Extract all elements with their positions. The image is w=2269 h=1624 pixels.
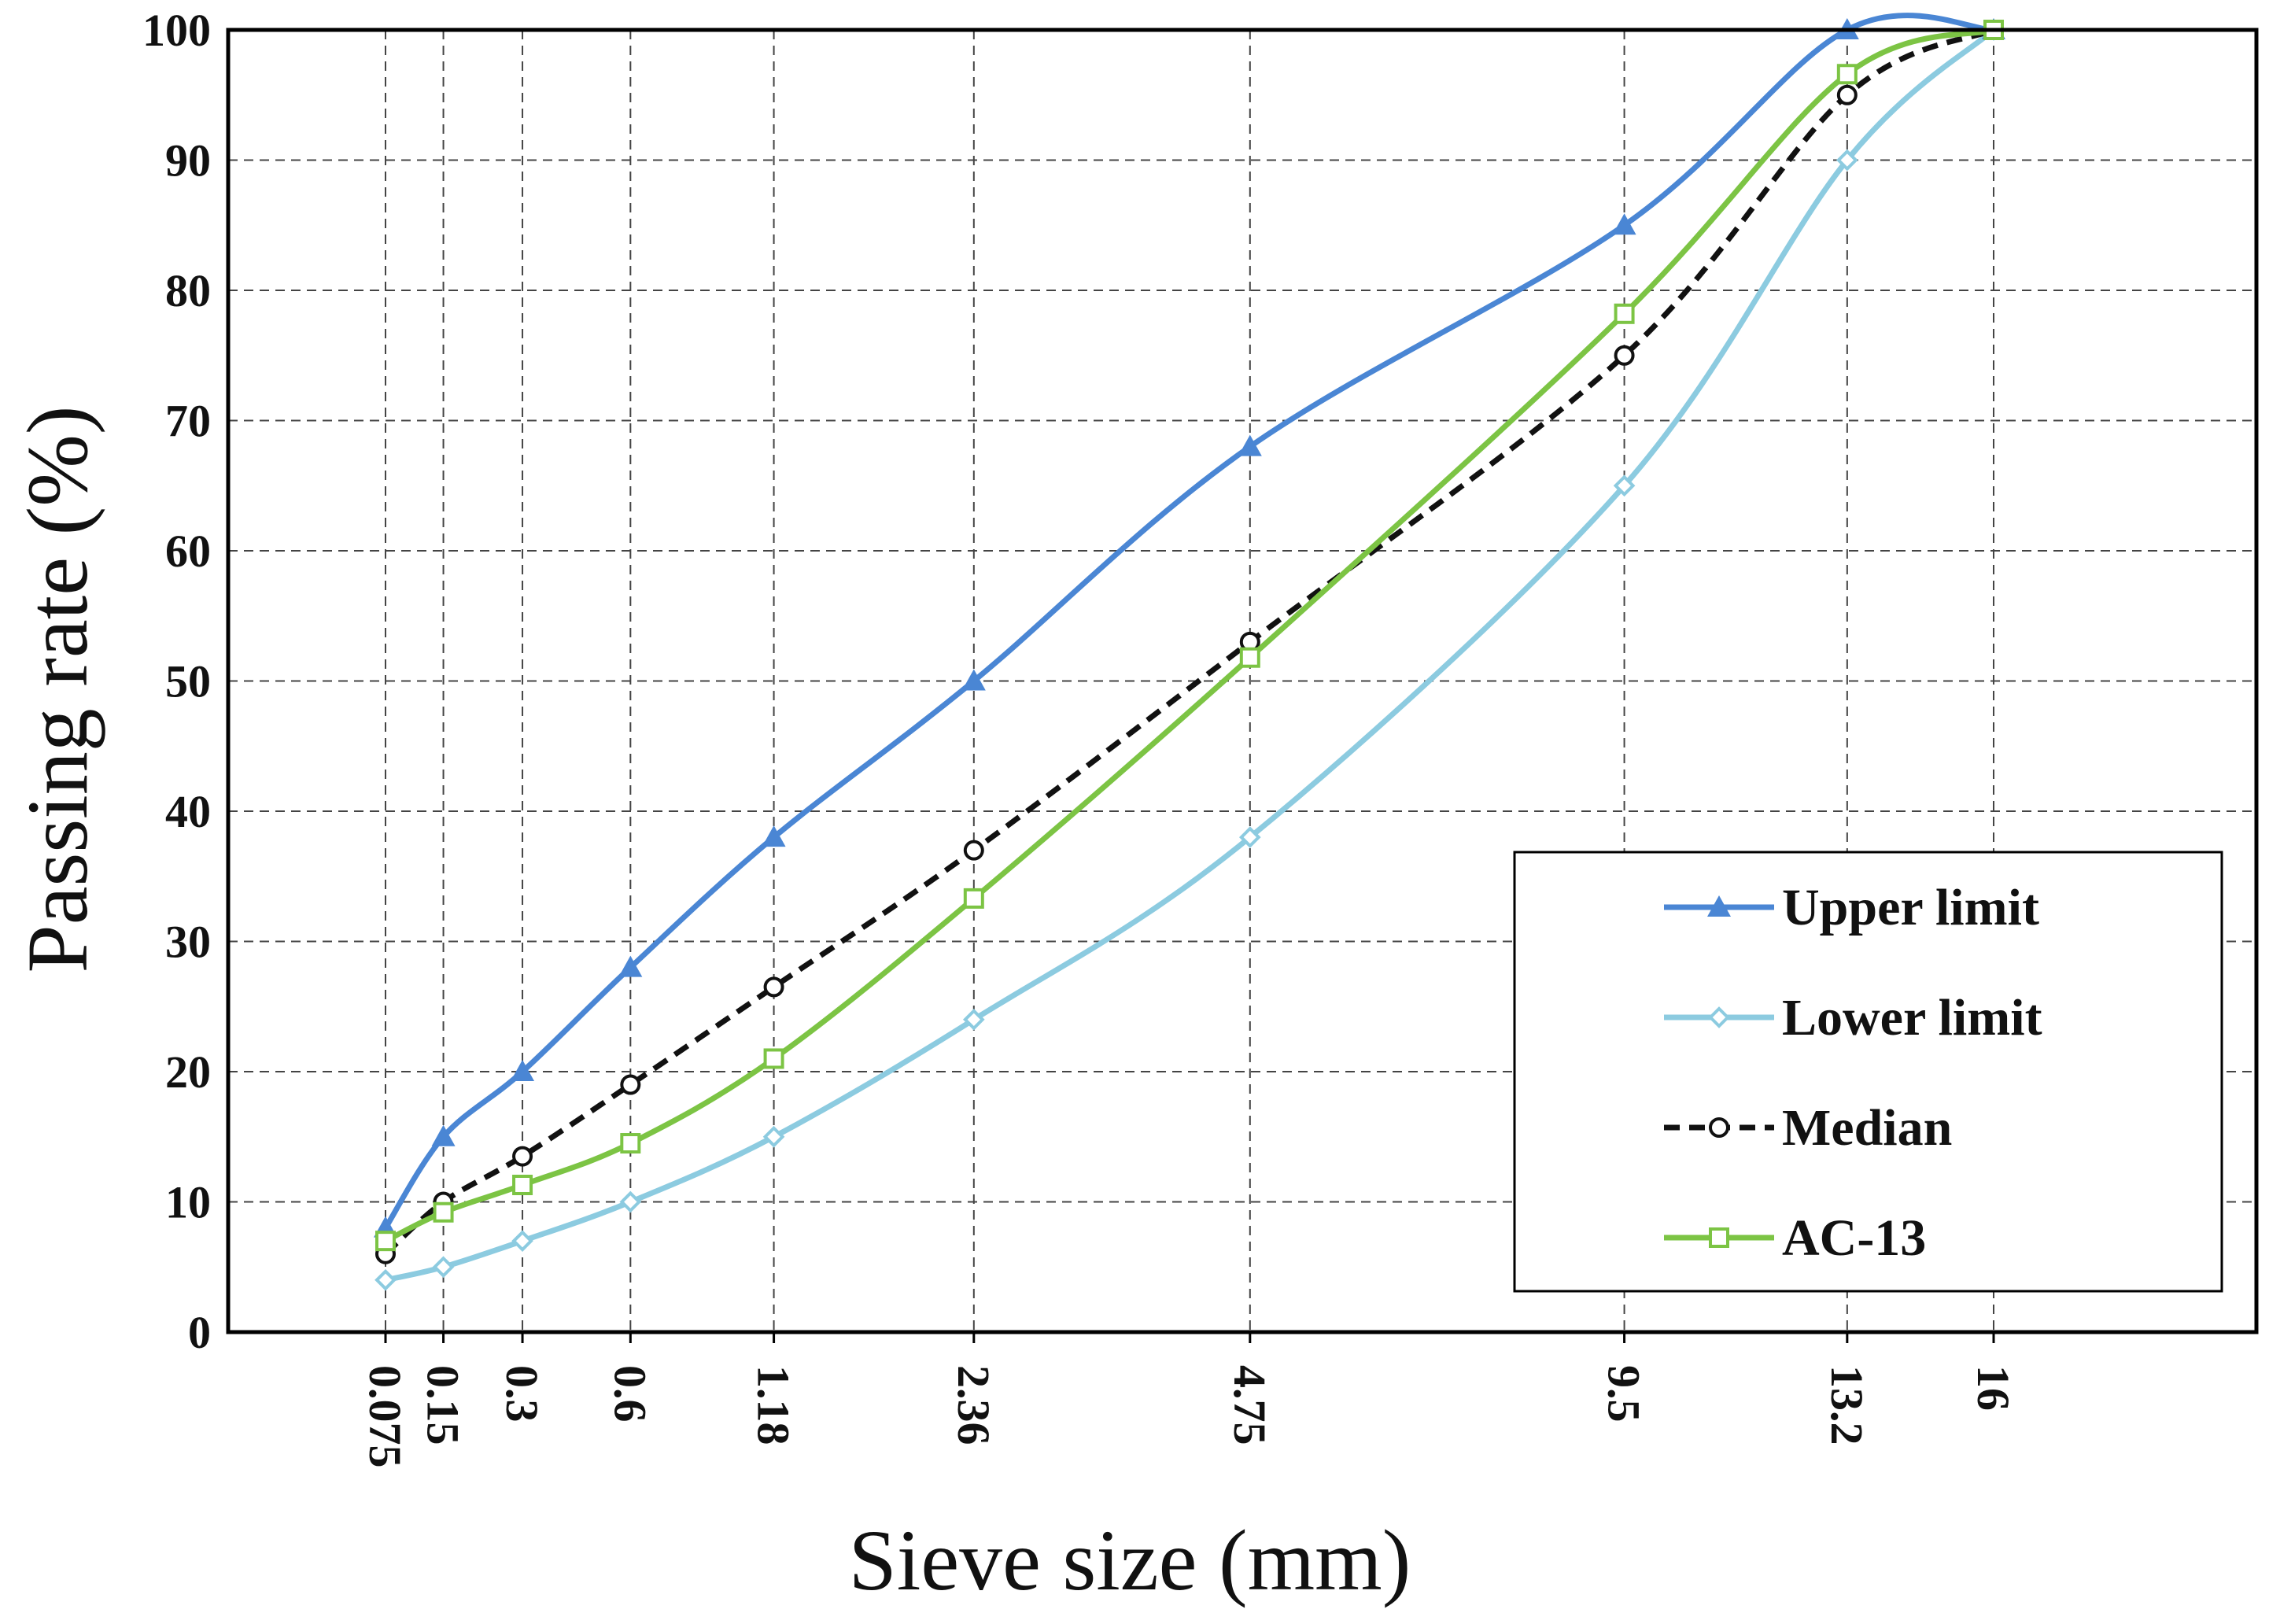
x-axis-ticks: 0.075 0.15 0.3 0.6 1.18 2.36 4.75 9.5 13.2 16 bbox=[360, 1332, 2019, 1468]
data-point-median bbox=[620, 1074, 641, 1095]
y-tick-label: 90 bbox=[165, 135, 211, 186]
data-point-lower-limit bbox=[511, 1230, 533, 1252]
y-tick-label: 30 bbox=[165, 917, 211, 968]
data-point-ac-13 bbox=[763, 1048, 784, 1069]
data-point-ac-13 bbox=[963, 888, 984, 909]
series-ac-13 bbox=[375, 20, 2004, 1252]
x-tick-label: 1.18 bbox=[748, 1365, 799, 1445]
legend-marker-lower-limit bbox=[1708, 1006, 1730, 1028]
y-tick-label: 80 bbox=[165, 265, 211, 316]
data-point-ac-13 bbox=[620, 1133, 641, 1154]
legend-marker-ac-13 bbox=[1709, 1227, 1729, 1248]
data-point-upper-limit bbox=[511, 1060, 535, 1081]
series-line-median bbox=[383, 27, 1995, 1257]
y-tick-label: 50 bbox=[165, 656, 211, 707]
y-tick-label: 0 bbox=[188, 1307, 211, 1358]
y-tick-label: 40 bbox=[165, 786, 211, 837]
x-tick-label: 2.36 bbox=[948, 1365, 999, 1445]
data-point-upper-limit bbox=[431, 1124, 456, 1146]
data-point-median bbox=[763, 976, 784, 998]
data-point-ac-13 bbox=[512, 1174, 533, 1195]
legend-label-upper-limit: Upper limit bbox=[1782, 879, 2039, 936]
y-tick-label: 10 bbox=[165, 1177, 211, 1228]
legend-label-median: Median bbox=[1782, 1099, 1952, 1157]
x-tick-label: 0.3 bbox=[496, 1365, 548, 1423]
y-tick-label: 100 bbox=[142, 5, 211, 56]
plot-area-frame bbox=[226, 28, 2259, 1334]
x-tick-label: 0.075 bbox=[360, 1365, 411, 1468]
series-line-ac-13 bbox=[384, 27, 1995, 1244]
x-tick-label: 9.5 bbox=[1599, 1365, 1650, 1423]
y-axis-title: Passing rate (%) bbox=[9, 406, 105, 973]
legend-label-ac-13: AC-13 bbox=[1782, 1209, 1926, 1267]
y-tick-label: 60 bbox=[165, 526, 211, 577]
x-tick-label: 4.75 bbox=[1224, 1365, 1275, 1445]
x-tick-label: 13.2 bbox=[1821, 1365, 1872, 1445]
data-point-ac-13 bbox=[433, 1201, 454, 1223]
x-tick-label: 0.6 bbox=[604, 1365, 655, 1423]
y-axis-ticks: 0 10 20 30 40 50 60 70 80 90 100 bbox=[142, 5, 211, 1358]
data-point-upper-limit bbox=[762, 825, 786, 847]
x-tick-label: 16 bbox=[1968, 1365, 2019, 1411]
data-point-lower-limit bbox=[432, 1256, 455, 1279]
legend: Upper limit Lower limit Median AC-13 bbox=[1513, 851, 2223, 1293]
data-point-upper-limit bbox=[618, 955, 643, 977]
data-point-median bbox=[512, 1146, 533, 1167]
data-point-lower-limit bbox=[1613, 474, 1636, 497]
data-point-lower-limit bbox=[962, 1008, 985, 1031]
data-point-lower-limit bbox=[1238, 826, 1261, 848]
data-point-lower-limit bbox=[1836, 149, 1858, 172]
data-point-upper-limit bbox=[1612, 213, 1636, 235]
y-tick-label: 20 bbox=[165, 1046, 211, 1098]
grid bbox=[228, 30, 2256, 1332]
legend-marker-median bbox=[1709, 1117, 1729, 1138]
data-point-median bbox=[1614, 345, 1635, 366]
data-point-median bbox=[1836, 84, 1858, 105]
data-point-lower-limit bbox=[619, 1190, 642, 1213]
series-line-lower-limit bbox=[385, 28, 1996, 1283]
data-point-median bbox=[963, 840, 984, 861]
legend-label-lower-limit: Lower limit bbox=[1782, 989, 2042, 1046]
y-tick-label: 70 bbox=[165, 396, 211, 447]
data-point-ac-13 bbox=[1239, 647, 1260, 668]
data-point-ac-13 bbox=[1614, 303, 1635, 324]
x-axis-title: Sieve size (mm) bbox=[849, 1512, 1411, 1608]
data-point-ac-13 bbox=[375, 1231, 396, 1252]
series-layer bbox=[374, 13, 2005, 1291]
legend-marker-upper-limit bbox=[1707, 895, 1731, 917]
data-point-ac-13 bbox=[1836, 64, 1858, 85]
data-point-lower-limit bbox=[374, 1268, 397, 1291]
data-point-upper-limit bbox=[1238, 434, 1262, 456]
legend-box bbox=[1513, 851, 2223, 1293]
x-tick-label: 0.15 bbox=[418, 1365, 469, 1445]
data-point-lower-limit bbox=[762, 1125, 785, 1148]
data-point-upper-limit bbox=[961, 669, 986, 691]
